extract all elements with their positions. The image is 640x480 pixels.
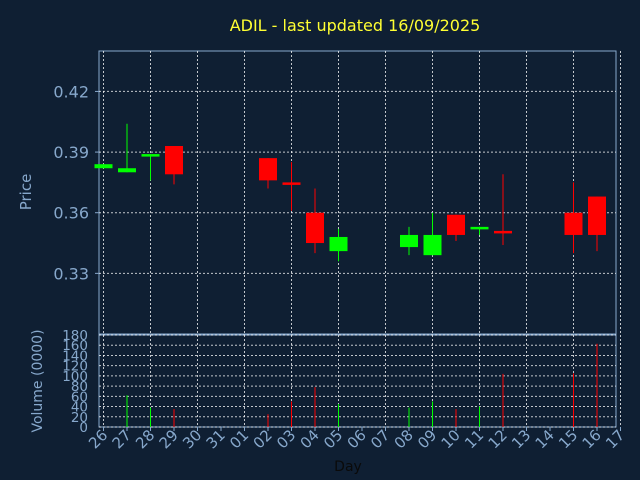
day-tick-labels: 2627282930310102030405060708091011121314…: [85, 426, 628, 452]
volume-axis-label: Volume (0000): [30, 329, 46, 432]
candle-body: [94, 164, 113, 169]
price-plot-frame: [98, 50, 617, 335]
price-tick-label: 0.36: [53, 204, 89, 223]
price-y-tick-labels: 0.33 0.36 0.39 0.42: [53, 82, 89, 283]
price-tick-label: 0.42: [53, 82, 89, 101]
candle-body: [588, 196, 606, 235]
candle-body: [564, 212, 583, 235]
volume-tick-label: 180: [62, 328, 88, 344]
candle-body: [494, 230, 512, 234]
chart-title: ADIL - last updated 16/09/2025: [230, 16, 481, 35]
candle-body: [423, 234, 442, 256]
volume-tick-label: 20: [71, 410, 88, 426]
candle-body: [306, 212, 324, 244]
volume-tick-label: 80: [71, 379, 88, 395]
candle-body: [447, 214, 465, 235]
price-axis-label: Price: [17, 174, 35, 211]
price-tick-label: 0.33: [53, 264, 89, 283]
candle-body: [118, 168, 136, 173]
day-axis-label: Day: [334, 459, 362, 475]
candle-body: [141, 154, 160, 157]
candle-body: [400, 234, 418, 248]
candle-body: [329, 236, 348, 252]
candle-body: [259, 158, 277, 181]
volume-tick-label: 140: [62, 348, 88, 364]
candlestick-series: [94, 123, 606, 262]
volume-tick-label: 120: [62, 359, 88, 375]
volume-tick-label: 160: [62, 338, 88, 354]
volume-plot-frame: [98, 334, 617, 428]
volume-tick-label: 100: [62, 369, 88, 385]
volume-tick-label: 0: [79, 420, 88, 436]
price-tick-label: 0.39: [53, 143, 89, 162]
volume-tick-label: 40: [71, 400, 88, 416]
candle-body: [470, 226, 489, 230]
volume-tick-label: 60: [71, 389, 88, 405]
volume-bar-series: [126, 343, 598, 427]
price-panel: 0.33 0.36 0.39 0.42 Price: [17, 50, 621, 335]
candle-body: [282, 182, 301, 185]
candle-body: [165, 146, 183, 175]
